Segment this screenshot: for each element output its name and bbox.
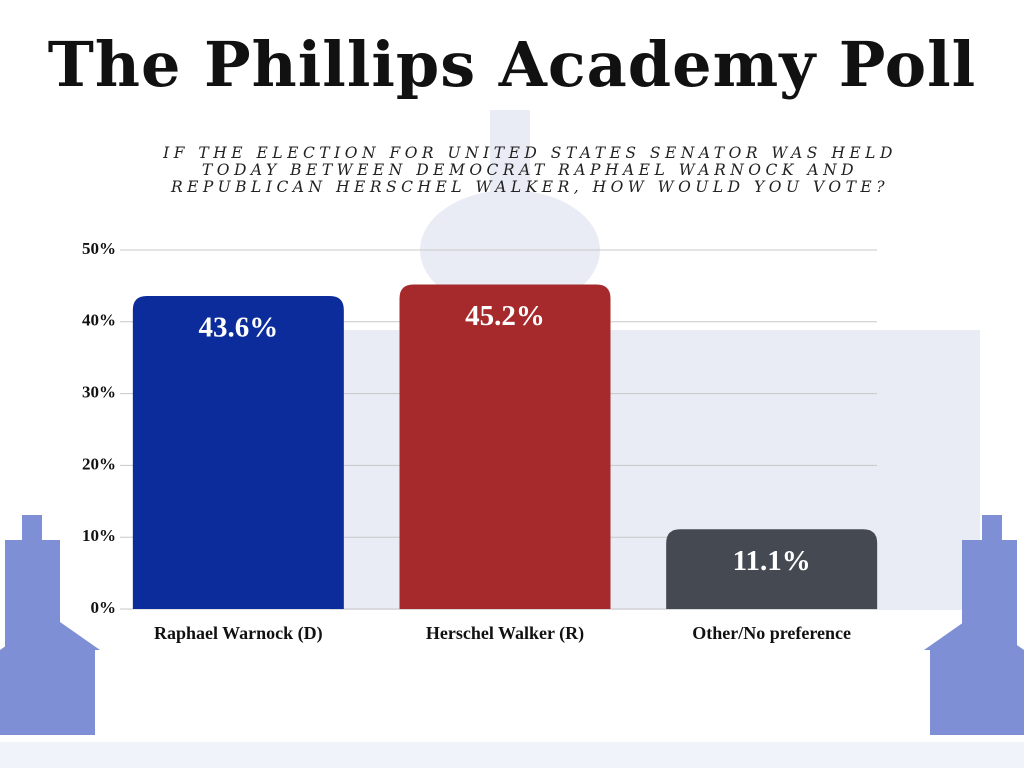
bar — [666, 529, 878, 609]
y-tick-label: 0% — [91, 598, 117, 617]
value-label: 43.6% — [198, 312, 278, 344]
y-tick-label: 20% — [82, 454, 116, 473]
y-tick-label: 50% — [82, 239, 116, 258]
chart-subtitle: IF THE ELECTION FOR UNITED STATES SENATO… — [163, 144, 897, 196]
value-label: 11.1% — [733, 545, 811, 577]
bar — [132, 295, 344, 609]
x-tick-label: Herschel Walker (R) — [426, 623, 584, 644]
footer-band — [0, 742, 1024, 768]
building-left — [0, 515, 100, 735]
bar — [399, 284, 611, 609]
x-tick-label: Raphael Warnock (D) — [154, 623, 323, 644]
value-label: 45.2% — [465, 300, 545, 332]
chart-title: The Phillips Academy Poll — [47, 28, 977, 101]
y-tick-label: 30% — [82, 383, 116, 402]
x-tick-label: Other/No preference — [692, 623, 851, 643]
building-right — [924, 515, 1024, 735]
y-tick-label: 10% — [82, 526, 116, 545]
y-tick-label: 40% — [82, 311, 116, 330]
